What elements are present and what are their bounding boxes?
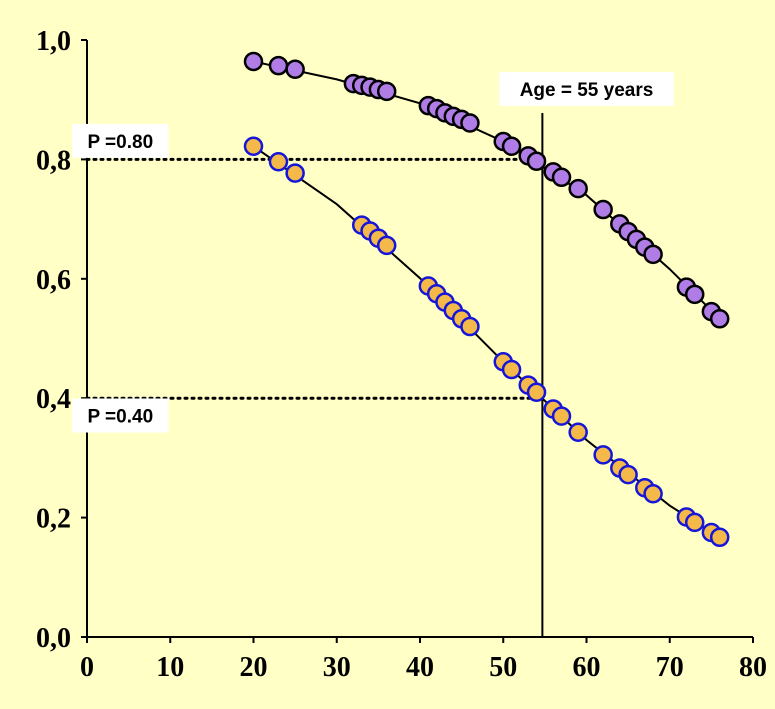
lower-data-point [684,512,705,533]
upper-data-point [501,136,522,157]
annotations: Age = 55 years P =0.80 P =0.40 [72,71,674,433]
lower-data-point [643,483,663,504]
lower-data-point [593,445,613,465]
lower-data-point [243,136,264,157]
x-tick-label: 0 [80,652,94,683]
lower-data-point [568,422,588,442]
lower-data-point [526,382,547,402]
lower-data-point [376,235,397,256]
x-tick-label: 20 [240,652,268,683]
annotation-label-age: Age = 55 years [520,80,654,101]
upper-data-point [593,199,613,220]
y-tick-label: 1,0 [36,26,71,57]
fit-lines [252,60,721,539]
lower-data-point [501,359,522,380]
y-tick-label: 0,2 [36,504,71,535]
x-tick-label: 70 [656,652,684,683]
lower-data-point [268,152,289,172]
upper-data-point [684,284,705,305]
upper-data-point [643,244,663,265]
x-tick-label: 10 [156,652,184,683]
annotation-box-p40 [72,398,169,433]
annotation-box-age [499,71,674,106]
lower-data-point [618,464,638,485]
y-tick-label: 0,8 [36,145,71,176]
upper-data-point [268,55,289,76]
annotation-label-p40: P =0.40 [87,407,153,428]
lower-data-point [709,527,730,548]
x-tick-label: 30 [323,652,351,683]
lower-data-point [460,316,480,337]
x-tick-label: 60 [573,652,601,683]
axes: 0,0 0,2 0,4 0,6 0,8 1,0 0 10 20 30 40 50 60 70 80 [36,26,767,683]
x-tick-label: 80 [739,652,767,683]
annotation-box-p80 [72,123,169,158]
data-points [243,51,730,548]
upper-data-point [568,178,588,199]
upper-data-point [551,167,572,188]
upper-data-point [526,151,547,171]
x-tick-label: 50 [489,652,517,683]
reference-lines [85,113,544,637]
y-tick-label: 0,6 [36,265,71,296]
upper-data-point [376,81,397,102]
upper-data-point [285,59,305,80]
upper-data-point [243,51,264,72]
y-tick-label: 0,4 [36,384,71,415]
fit-curve-lower [252,145,721,539]
lower-data-point [551,406,572,426]
upper-data-point [709,309,730,329]
upper-data-point [460,113,480,133]
annotation-label-p80: P =0.80 [87,132,153,153]
y-tick-label: 0,0 [36,623,71,654]
lower-data-point [285,163,305,183]
x-tick-label: 40 [406,652,434,683]
